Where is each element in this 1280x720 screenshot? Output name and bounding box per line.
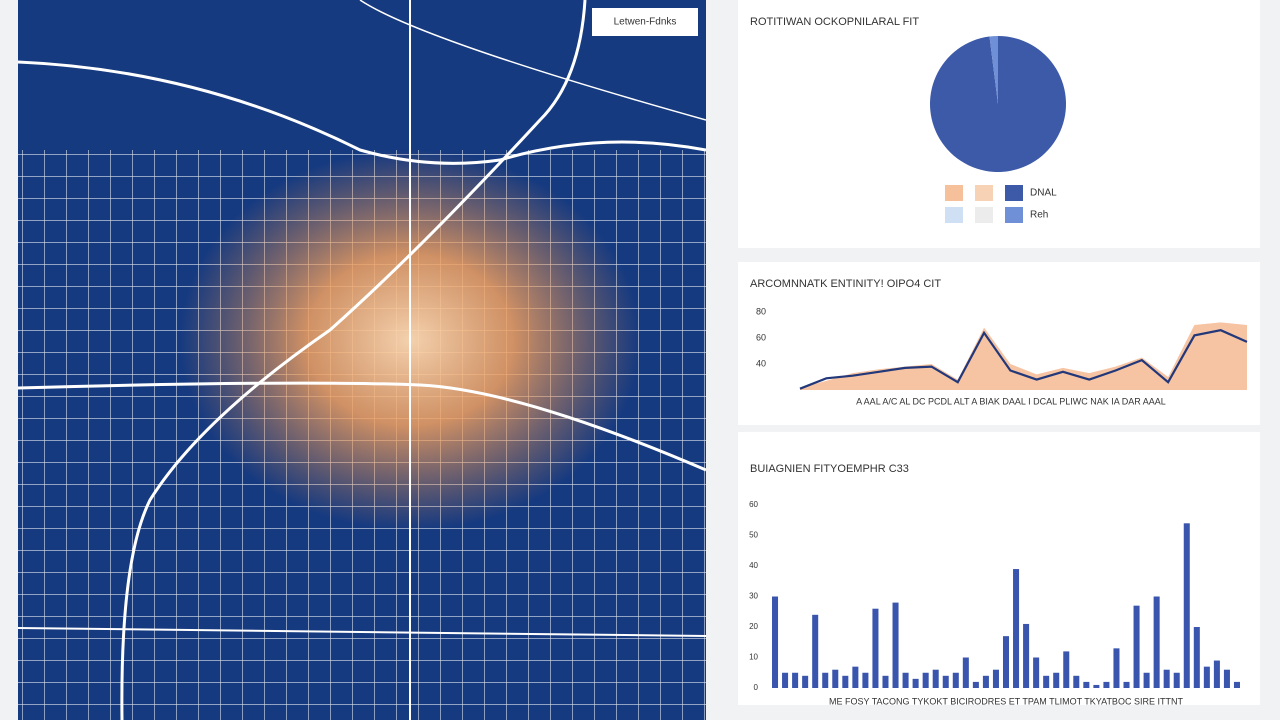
y-tick-label: 60	[749, 500, 758, 509]
y-tick-label: 80	[756, 306, 766, 316]
bar	[1213, 660, 1220, 688]
bar	[1113, 648, 1120, 688]
y-tick-label: 20	[749, 622, 758, 631]
bar	[932, 669, 939, 688]
bar	[1013, 569, 1020, 688]
bar	[812, 614, 819, 688]
map-button-label[interactable]: Letwen-Fdnks	[614, 17, 677, 28]
bar	[872, 608, 879, 688]
line-panel	[738, 262, 1260, 425]
bar	[992, 669, 999, 688]
bar	[922, 672, 929, 688]
pie-slice	[930, 36, 1066, 173]
bar	[1143, 672, 1150, 688]
bar	[1193, 627, 1200, 688]
y-tick-label: 50	[749, 531, 758, 540]
bar	[952, 672, 959, 688]
bar	[912, 678, 919, 688]
legend-label: Reh	[1030, 210, 1048, 221]
map-button[interactable]	[592, 8, 698, 36]
roads	[18, 0, 706, 720]
bar	[1093, 684, 1100, 688]
bar	[942, 675, 949, 688]
bar	[1083, 681, 1090, 688]
bar	[972, 681, 979, 688]
bar	[1053, 672, 1060, 688]
y-tick-label: 40	[756, 358, 766, 368]
bar	[1223, 669, 1230, 688]
bar	[1033, 657, 1040, 688]
bar	[1173, 672, 1180, 688]
y-tick-label: 60	[756, 332, 766, 342]
bar	[962, 657, 969, 688]
legend-decoration	[945, 185, 993, 223]
legend-label: DNAL	[1030, 188, 1057, 199]
bar	[892, 602, 899, 688]
legend-swatch	[1005, 185, 1023, 201]
bar	[1183, 523, 1190, 688]
chart-title: ROTITIWAN OCKOPNILARAL FIT	[750, 16, 919, 28]
bar	[842, 675, 849, 688]
area	[800, 322, 1247, 390]
bar-panel	[738, 432, 1260, 705]
bar	[832, 669, 839, 688]
y-tick-label: 40	[749, 561, 758, 570]
bar	[1103, 681, 1110, 688]
y-tick-label: 30	[749, 592, 758, 601]
bar	[1123, 681, 1130, 688]
bar	[1163, 669, 1170, 688]
x-axis-label: A AAL A/C AL DC PCDL ALT A BIAK DAAL I D…	[856, 396, 1166, 406]
pie-slice	[989, 36, 998, 104]
chart-title: BUIAGNIEN FITYOEMPHR C33	[750, 463, 909, 475]
bar	[1233, 681, 1240, 688]
bar	[802, 675, 809, 688]
bar	[1002, 636, 1010, 688]
bar	[822, 672, 829, 688]
bar	[772, 596, 779, 688]
bar	[1043, 675, 1050, 688]
legend-swatch	[1005, 207, 1023, 223]
bar	[782, 672, 789, 688]
bar	[792, 672, 799, 688]
x-axis-label: ME FOSY TACONG TYKOKT BICIRODRES ET TPAM…	[829, 696, 1183, 706]
bar	[1203, 666, 1210, 688]
y-tick-label: 0	[754, 683, 759, 692]
map: Letwen-Fdnks	[18, 0, 706, 720]
bar	[1133, 605, 1140, 688]
y-tick-label: 10	[749, 653, 758, 662]
chart-title: ARCOMNNATK ENTINITY! OIPO4 CIT	[750, 278, 941, 290]
bar	[1023, 623, 1030, 688]
bar	[1073, 675, 1080, 688]
line	[799, 329, 1248, 390]
bar	[862, 672, 869, 688]
bar	[1153, 596, 1160, 688]
bar	[882, 675, 889, 688]
bar	[852, 666, 859, 688]
bar	[902, 672, 909, 688]
bar	[982, 675, 989, 688]
bar	[1063, 651, 1070, 688]
